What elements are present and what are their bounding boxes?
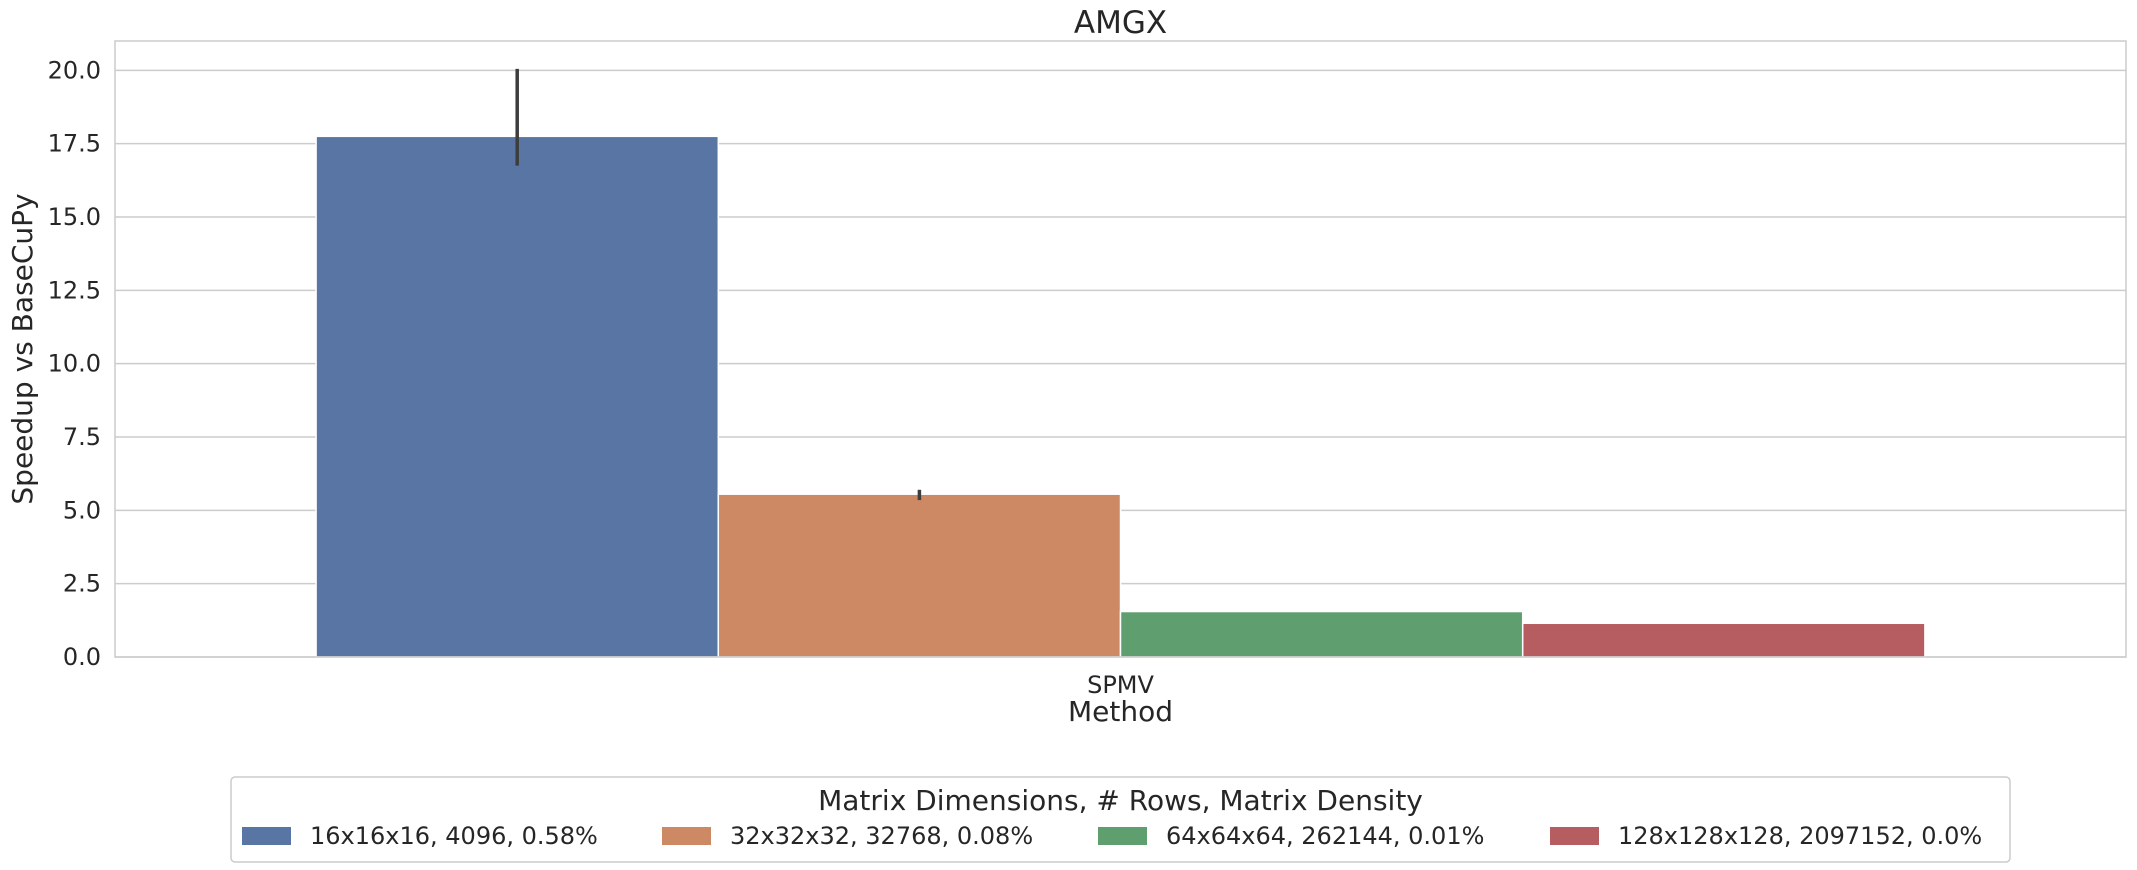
y-tick-label: 5.0 bbox=[63, 496, 101, 524]
x-tick-labels: SPMV bbox=[1087, 671, 1154, 699]
x-axis-title: Method bbox=[1068, 695, 1173, 728]
y-tick-label: 20.0 bbox=[48, 56, 101, 84]
bar bbox=[1119, 610, 1524, 658]
bars bbox=[315, 135, 1926, 658]
y-tick-label: 2.5 bbox=[63, 570, 101, 598]
bar bbox=[1521, 622, 1926, 658]
chart-title: AMGX bbox=[1074, 5, 1167, 41]
plot-frame bbox=[114, 40, 2127, 658]
legend-label: 128x128x128, 2097152, 0.0% bbox=[1618, 822, 1982, 850]
legend: Matrix Dimensions, # Rows, Matrix Densit… bbox=[230, 776, 2011, 863]
x-tick-label: SPMV bbox=[1087, 671, 1154, 699]
y-tick-label: 17.5 bbox=[48, 130, 101, 158]
legend-swatch bbox=[242, 827, 291, 845]
y-tick-label: 10.0 bbox=[48, 350, 101, 378]
legend-label: 32x32x32, 32768, 0.08% bbox=[730, 822, 1033, 850]
error-bars bbox=[515, 68, 922, 501]
legend-label: 64x64x64, 262144, 0.01% bbox=[1166, 822, 1484, 850]
bar bbox=[315, 135, 720, 658]
y-axis-title: Speedup vs BaseCuPy bbox=[6, 193, 39, 504]
bar bbox=[717, 493, 1122, 658]
legend-label: 16x16x16, 4096, 0.58% bbox=[310, 822, 598, 850]
legend-title: Matrix Dimensions, # Rows, Matrix Densit… bbox=[818, 784, 1423, 817]
legend-swatch bbox=[1098, 827, 1147, 845]
y-tick-label: 7.5 bbox=[63, 423, 101, 451]
legend-swatch bbox=[1550, 827, 1599, 845]
y-tick-label: 0.0 bbox=[63, 643, 101, 671]
y-tick-label: 15.0 bbox=[48, 203, 101, 231]
y-tick-label: 12.5 bbox=[48, 276, 101, 304]
legend-items: 16x16x16, 4096, 0.58% 32x32x32, 32768, 0.… bbox=[242, 822, 1982, 850]
y-tick-labels: 0.0 2.5 5.0 7.5 10.0 12.5 15.0 17.5 20.0 bbox=[48, 56, 101, 671]
legend-swatch bbox=[662, 827, 711, 845]
